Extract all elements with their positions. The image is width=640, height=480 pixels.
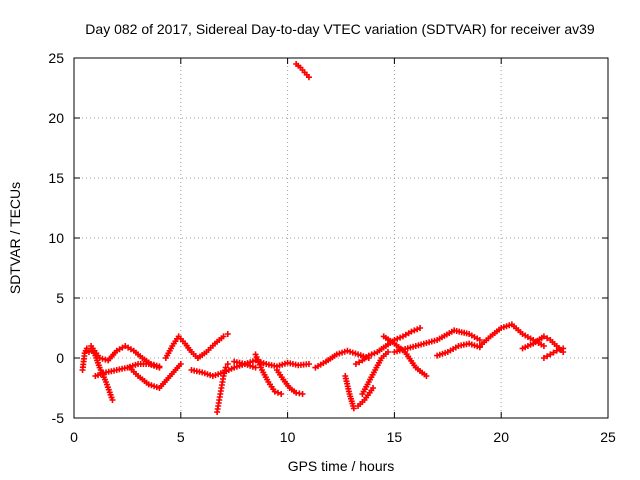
x-tick-label: 20 bbox=[493, 429, 509, 445]
data-point-marker bbox=[368, 351, 375, 358]
data-point-marker bbox=[156, 363, 163, 370]
data-point-marker bbox=[224, 361, 231, 367]
data-point-marker bbox=[177, 361, 184, 367]
y-tick-label: 15 bbox=[48, 170, 64, 186]
y-tick-label: 5 bbox=[56, 290, 64, 306]
x-tick-label: 10 bbox=[280, 429, 296, 445]
data-point-marker bbox=[150, 361, 157, 368]
y-tick-label: 25 bbox=[48, 50, 64, 66]
data-point-marker bbox=[556, 346, 563, 353]
data-point-marker bbox=[305, 74, 312, 81]
data-point-marker bbox=[252, 364, 259, 371]
data-point-marker bbox=[540, 343, 547, 349]
data-point-marker bbox=[352, 361, 359, 367]
x-tick-label: 15 bbox=[387, 429, 403, 445]
data-point-marker bbox=[370, 385, 377, 391]
data-point-marker bbox=[550, 349, 557, 356]
data-point-marker bbox=[278, 391, 285, 397]
data-point-marker bbox=[476, 337, 483, 343]
data-point-marker bbox=[274, 389, 281, 396]
y-tick-label: 10 bbox=[48, 230, 64, 246]
data-point-marker bbox=[411, 327, 418, 334]
chart-title: Day 082 of 2017, Sidereal Day-to-day VTE… bbox=[85, 21, 595, 37]
data-point-marker bbox=[547, 351, 554, 358]
data-point-marker bbox=[350, 405, 357, 412]
data-point-marker bbox=[540, 333, 547, 340]
data-point-marker bbox=[423, 373, 430, 379]
data-point-marker bbox=[356, 359, 363, 366]
data-point-marker bbox=[222, 364, 229, 371]
y-tick-label: -5 bbox=[52, 410, 65, 426]
x-tick-label: 5 bbox=[177, 429, 185, 445]
x-axis-label: GPS time / hours bbox=[288, 458, 395, 474]
x-tick-label: 0 bbox=[70, 429, 78, 445]
data-point-marker bbox=[99, 355, 106, 362]
data-point-marker bbox=[540, 355, 547, 361]
data-point-marker bbox=[544, 335, 551, 342]
data-point-marker bbox=[224, 331, 231, 337]
data-points bbox=[79, 61, 567, 415]
data-point-marker bbox=[544, 353, 551, 360]
data-point-marker bbox=[299, 391, 306, 397]
data-point-marker bbox=[305, 361, 312, 367]
data-point-marker bbox=[271, 388, 278, 395]
data-point-marker bbox=[394, 335, 401, 342]
axis-ticks: 0 5 10 15 20 25 -5 0 5 10 15 20 25 bbox=[48, 50, 616, 445]
data-point-marker bbox=[220, 333, 227, 340]
y-tick-label: 20 bbox=[48, 110, 64, 126]
data-point-marker bbox=[109, 397, 116, 403]
y-axis-label: SDTVAR / TECUs bbox=[7, 182, 23, 294]
data-point-marker bbox=[384, 349, 391, 355]
y-tick-label: 0 bbox=[56, 350, 64, 366]
data-point-marker bbox=[417, 325, 424, 331]
x-tick-label: 25 bbox=[600, 429, 616, 445]
data-point-marker bbox=[560, 345, 567, 352]
data-point-marker bbox=[85, 349, 92, 355]
data-point-marker bbox=[553, 347, 560, 354]
